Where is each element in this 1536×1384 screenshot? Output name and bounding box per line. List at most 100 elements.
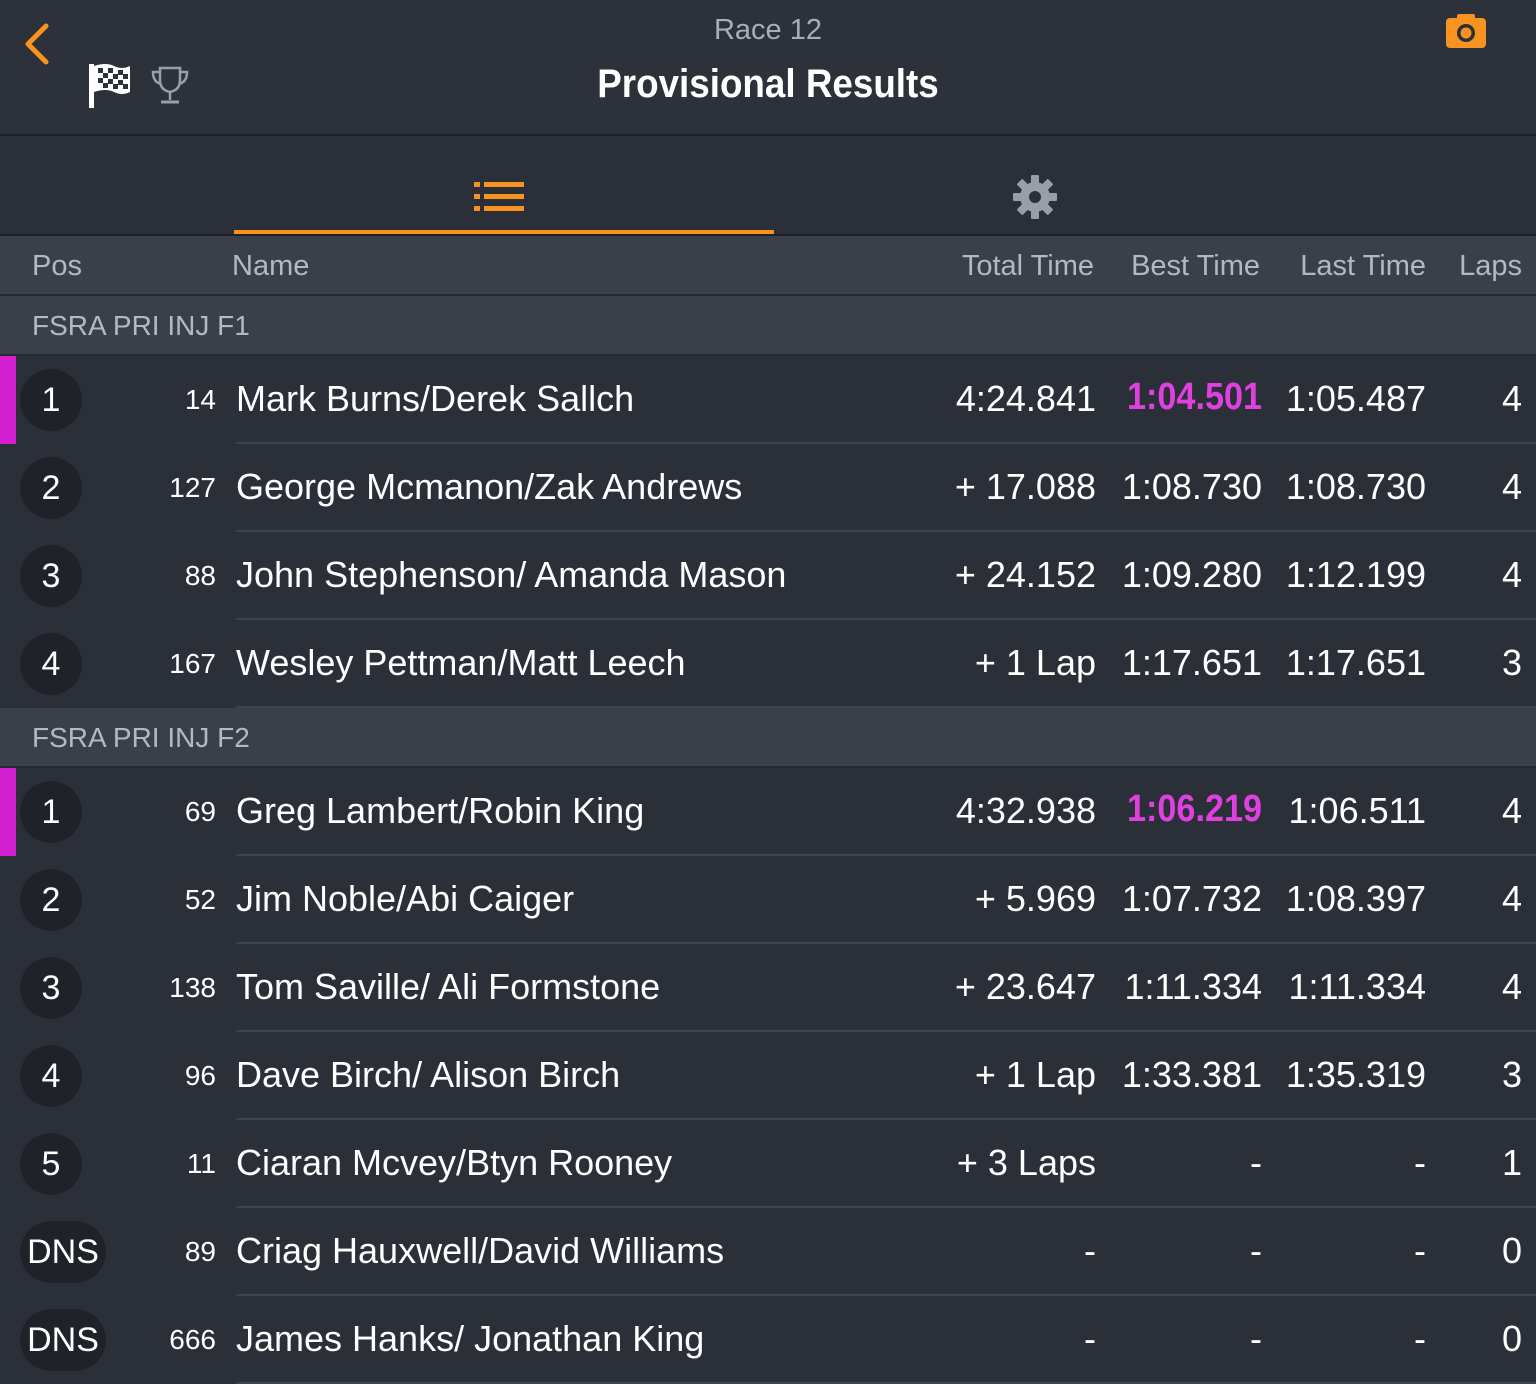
row-divider <box>236 530 1536 532</box>
car-number: 138 <box>169 972 216 1003</box>
car-number: 52 <box>184 884 216 915</box>
driver-names: Wesley Pettman/Matt Leech <box>236 642 686 683</box>
position-badge: 3 <box>20 545 82 607</box>
total-time: + 5.969 <box>974 878 1096 919</box>
laps-count: 4 <box>1501 554 1522 595</box>
best-time: 1:17.651 <box>1121 642 1262 683</box>
result-row[interactable]: 5 11 Ciaran Mcvey/Btyn Rooney + 3 Laps - - 1 <box>0 1120 1536 1208</box>
total-time: 4:24.841 <box>955 378 1096 419</box>
position-badge: 5 <box>20 1133 82 1195</box>
col-pos[interactable]: Pos <box>32 250 82 282</box>
car-number: 14 <box>184 384 216 415</box>
best-time: 1:07.732 <box>1121 878 1262 919</box>
driver-names: Jim Noble/Abi Caiger <box>236 878 575 919</box>
total-time: - <box>1084 1230 1096 1271</box>
position-badge: 2 <box>20 457 82 519</box>
position-badge: 1 <box>20 369 82 431</box>
result-row[interactable]: 2 52 Jim Noble/Abi Caiger + 5.969 1:07.732 1:… <box>0 856 1536 944</box>
laps-count: 1 <box>1501 1142 1522 1183</box>
row-divider <box>236 942 1536 944</box>
col-best-time[interactable]: Best Time <box>1131 250 1260 282</box>
gear-icon <box>1013 175 1057 219</box>
result-row[interactable]: 1 14 Mark Burns/Derek Sallch 4:24.841 1:04.5… <box>0 356 1536 444</box>
checkered-flag-icon[interactable] <box>86 60 132 110</box>
last-time: 1:17.651 <box>1285 642 1426 683</box>
total-time: + 24.152 <box>954 554 1096 595</box>
result-row[interactable]: 1 69 Greg Lambert/Robin King 4:32.938 1:06.2… <box>0 768 1536 856</box>
car-number: 69 <box>184 796 216 827</box>
result-row[interactable]: 2 127 George Mcmanon/Zak Andrews + 17.088 1:… <box>0 444 1536 532</box>
row-divider <box>236 618 1536 620</box>
col-last-time[interactable]: Last Time <box>1300 250 1426 282</box>
tab-results-list[interactable] <box>234 136 774 234</box>
car-number: 89 <box>184 1236 216 1267</box>
result-row[interactable]: 4 167 Wesley Pettman/Matt Leech + 1 Lap 1:17… <box>0 620 1536 708</box>
driver-names: Ciaran Mcvey/Btyn Rooney <box>236 1142 673 1183</box>
driver-names: James Hanks/ Jonathan King <box>236 1318 705 1359</box>
car-number: 11 <box>186 1148 216 1179</box>
position-badge: 4 <box>20 1045 82 1107</box>
position-badge: DNS <box>20 1221 106 1283</box>
position-badge: 2 <box>20 869 82 931</box>
class-name: FSRA PRI INJ F2 <box>32 722 250 753</box>
driver-names: John Stephenson/ Amanda Mason <box>236 554 787 595</box>
laps-count: 0 <box>1501 1230 1522 1271</box>
result-row[interactable]: 3 138 Tom Saville/ Ali Formstone + 23.647 1:… <box>0 944 1536 1032</box>
best-time: 1:08.730 <box>1121 466 1262 507</box>
total-time: + 1 Lap <box>974 1054 1096 1095</box>
result-row[interactable]: DNS 89 Criag Hauxwell/David Williams - - - 0 <box>0 1208 1536 1296</box>
trophy-icon[interactable] <box>148 64 192 108</box>
col-name[interactable]: Name <box>232 250 310 282</box>
best-time: - <box>1250 1230 1262 1271</box>
best-time: 1:09.280 <box>1121 554 1262 595</box>
result-row[interactable]: 3 88 John Stephenson/ Amanda Mason + 24.152… <box>0 532 1536 620</box>
best-time: - <box>1250 1142 1262 1183</box>
laps-count: 4 <box>1501 466 1522 507</box>
row-divider <box>236 1206 1536 1208</box>
car-number: 666 <box>169 1324 216 1355</box>
position-badge: DNS <box>20 1309 106 1371</box>
position-badge: 4 <box>20 633 82 695</box>
class-section-header: FSRA PRI INJ F2 <box>0 708 1536 768</box>
laps-count: 4 <box>1501 378 1522 419</box>
active-tab-indicator <box>234 230 774 234</box>
best-time: 1:33.381 <box>1121 1054 1262 1095</box>
result-row[interactable]: 4 96 Dave Birch/ Alison Birch + 1 Lap 1:33.3… <box>0 1032 1536 1120</box>
total-time: + 17.088 <box>954 466 1096 507</box>
tab-settings[interactable] <box>774 136 1314 234</box>
total-time: + 3 Laps <box>956 1142 1096 1183</box>
best-time: 1:11.334 <box>1124 966 1262 1007</box>
driver-names: Dave Birch/ Alison Birch <box>236 1054 621 1095</box>
row-divider <box>236 706 1536 708</box>
row-divider <box>236 1030 1536 1032</box>
laps-count: 4 <box>1501 790 1522 831</box>
back-chevron-icon[interactable] <box>18 20 58 68</box>
car-number: 127 <box>169 472 216 503</box>
last-time: - <box>1414 1142 1426 1183</box>
camera-icon[interactable] <box>1444 12 1488 50</box>
laps-count: 3 <box>1501 1054 1522 1095</box>
best-time: 1:04.501 <box>1126 376 1262 418</box>
laps-count: 4 <box>1501 966 1522 1007</box>
last-time: 1:05.487 <box>1285 378 1426 419</box>
laps-count: 3 <box>1501 642 1522 683</box>
row-divider <box>236 854 1536 856</box>
car-number: 96 <box>184 1060 216 1091</box>
driver-names: Greg Lambert/Robin King <box>236 790 645 831</box>
total-time: - <box>1084 1318 1096 1359</box>
total-time: + 1 Lap <box>974 642 1096 683</box>
total-time: 4:32.938 <box>955 790 1096 831</box>
position-badge: 1 <box>20 781 82 843</box>
row-divider <box>236 1294 1536 1296</box>
last-time: - <box>1414 1318 1426 1359</box>
top-bar: Race 12 Provisional Results <box>0 0 1536 136</box>
driver-names: Tom Saville/ Ali Formstone <box>236 966 661 1007</box>
best-time: 1:06.219 <box>1126 788 1262 830</box>
col-laps[interactable]: Laps <box>1459 250 1522 282</box>
race-label: Race 12 <box>713 14 822 46</box>
result-row[interactable]: DNS 666 James Hanks/ Jonathan King - - - 0 <box>0 1296 1536 1384</box>
col-total-time[interactable]: Total Time <box>961 250 1094 282</box>
row-divider <box>236 442 1536 444</box>
last-time: 1:35.319 <box>1285 1054 1426 1095</box>
best-time: - <box>1250 1318 1262 1359</box>
